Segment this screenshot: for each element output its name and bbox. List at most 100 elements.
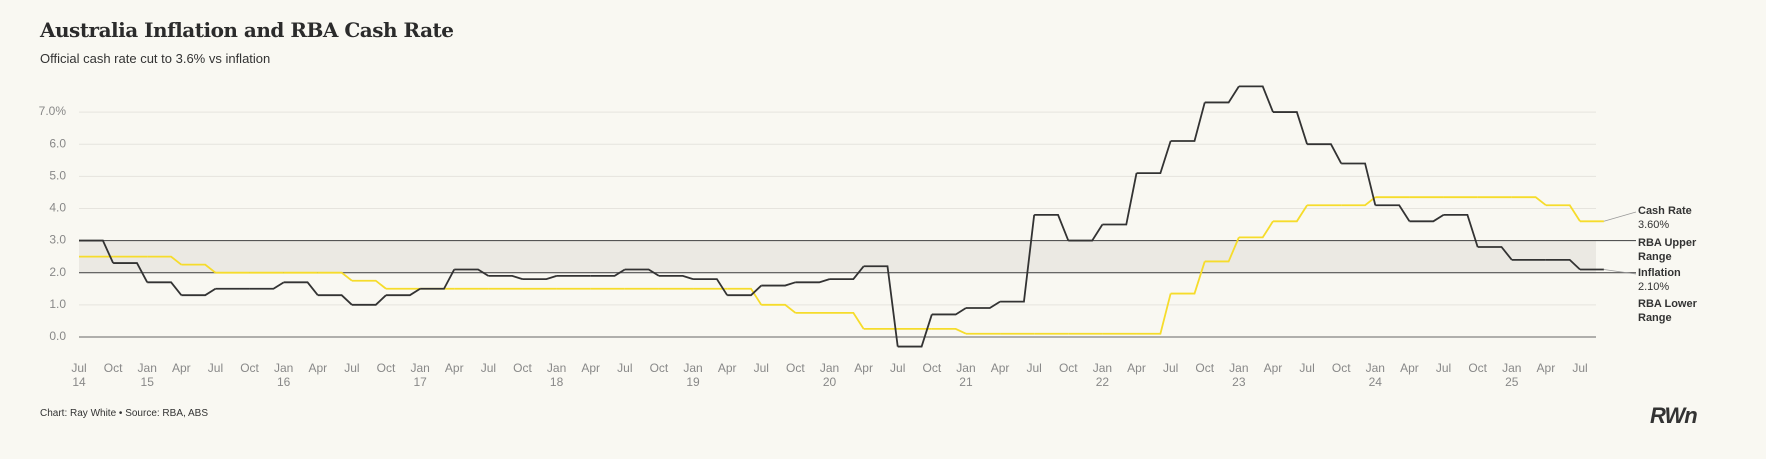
- line-step: [181, 287, 216, 297]
- line-step: [863, 265, 899, 347]
- line-step: [147, 255, 182, 266]
- x-tick-label: Jul: [1027, 361, 1042, 375]
- x-tick-label: Apr: [1264, 361, 1283, 375]
- line-step: [727, 287, 763, 306]
- x-tick-label: Apr: [1537, 361, 1556, 375]
- band-upper-label: RBA Upper Range: [1638, 237, 1697, 263]
- line-step: [1136, 140, 1172, 174]
- x-tick-year: 22: [1096, 375, 1110, 389]
- x-tick-label: Jan: [1093, 361, 1112, 375]
- x-tick-label: Apr: [1400, 361, 1419, 375]
- chart-title: Australia Inflation and RBA Cash Rate: [40, 18, 454, 42]
- leader-line: [1603, 211, 1637, 222]
- x-tick-label: Jul: [617, 361, 632, 375]
- line-step: [1545, 258, 1581, 271]
- last-value-label: 3.60%: [1638, 219, 1670, 231]
- line-step: [283, 281, 319, 296]
- x-tick-label: Jul: [1299, 361, 1314, 375]
- line-step: [931, 328, 967, 335]
- x-tick-label: Oct: [1468, 361, 1487, 375]
- x-tick-label: Apr: [308, 361, 327, 375]
- x-tick-label: Oct: [1195, 361, 1214, 375]
- y-tick-label: 0.0: [49, 329, 66, 343]
- line-step: [249, 281, 285, 290]
- x-tick-label: Jul: [208, 361, 223, 375]
- y-tick-label: 1.0: [49, 297, 66, 311]
- line-step: [386, 287, 421, 297]
- line-step: [1204, 85, 1240, 104]
- x-tick-label: Jan: [820, 361, 839, 375]
- logo: RWn: [1650, 403, 1698, 428]
- line-step: [79, 239, 114, 264]
- leader-line: [1603, 269, 1637, 275]
- line-step: [1170, 261, 1206, 295]
- line-step: [1477, 246, 1513, 261]
- line-step: [1272, 111, 1308, 145]
- y-tick-label: 2.0: [49, 265, 66, 279]
- x-tick-label: Apr: [991, 361, 1010, 375]
- y-tick-label: 7.0%: [39, 104, 67, 118]
- y-tick-label: 5.0: [49, 168, 66, 182]
- y-tick-label: 3.0: [49, 233, 66, 247]
- x-tick-label: Jan: [547, 361, 566, 375]
- line-step: [1238, 220, 1274, 239]
- x-tick-label: Oct: [1332, 361, 1351, 375]
- x-tick-label: Oct: [786, 361, 805, 375]
- x-tick-label: Jan: [1366, 361, 1385, 375]
- x-tick-label: Apr: [172, 361, 191, 375]
- x-tick-label: Jan: [410, 361, 429, 375]
- line-step: [351, 294, 387, 306]
- line-step: [761, 303, 796, 314]
- x-tick-label: Jan: [138, 361, 157, 375]
- x-tick-label: Jan: [274, 361, 293, 375]
- line-step: [1375, 204, 1411, 222]
- x-tick-year: 25: [1505, 375, 1519, 389]
- x-tick-year: 15: [141, 375, 155, 389]
- x-tick-label: Apr: [581, 361, 600, 375]
- line-step: [1341, 196, 1376, 207]
- line-step: [1341, 162, 1377, 206]
- line-step: [1307, 143, 1342, 164]
- line-step: [1136, 293, 1172, 335]
- line-step: [420, 269, 456, 290]
- x-tick-label: Oct: [650, 361, 669, 375]
- source-note: Chart: Ray White • Source: RBA, ABS: [40, 408, 209, 419]
- series-label: Inflation 2.10%: [1638, 266, 1718, 294]
- line-step: [1068, 224, 1104, 242]
- line-step: [181, 263, 217, 274]
- x-tick-label: Oct: [104, 361, 123, 375]
- x-tick-label: Jul: [1572, 361, 1587, 375]
- chart-subtitle: Official cash rate cut to 3.6% vs inflat…: [40, 51, 271, 66]
- line-step: [624, 268, 660, 277]
- x-tick-label: Jul: [481, 361, 496, 375]
- x-tick-label: Jul: [1436, 361, 1451, 375]
- line-step: [1034, 213, 1070, 241]
- line-step: [351, 279, 387, 290]
- line-step: [454, 268, 489, 277]
- series-name: Cash Rate: [1638, 205, 1692, 217]
- series-name: Inflation: [1638, 267, 1681, 279]
- x-tick-label: Jul: [1163, 361, 1178, 375]
- x-tick-year: 23: [1232, 375, 1246, 389]
- last-value-label: 2.10%: [1638, 281, 1670, 293]
- x-tick-label: Apr: [1127, 361, 1146, 375]
- line-step: [1272, 204, 1308, 223]
- line-step: [488, 275, 523, 280]
- x-tick-label: Jan: [1229, 361, 1248, 375]
- line-step: [658, 275, 694, 280]
- line-step: [829, 265, 865, 281]
- line-step: [147, 281, 183, 296]
- x-tick-label: Jan: [1502, 361, 1521, 375]
- line-step: [829, 311, 865, 330]
- line-step: [795, 278, 830, 284]
- line-step: [1170, 102, 1206, 142]
- y-tick-label: 4.0: [49, 201, 66, 215]
- x-tick-label: Oct: [923, 361, 942, 375]
- line-step: [761, 281, 796, 287]
- x-tick-label: Oct: [377, 361, 396, 375]
- line-step: [1545, 204, 1581, 222]
- x-tick-label: Jul: [344, 361, 359, 375]
- line-step: [897, 314, 933, 348]
- line-step: [931, 307, 967, 316]
